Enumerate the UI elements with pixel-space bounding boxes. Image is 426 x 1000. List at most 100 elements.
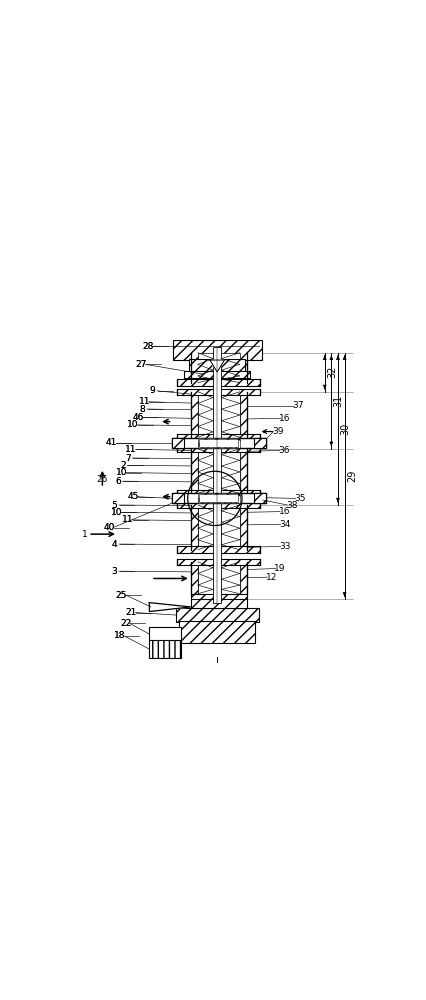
Text: 11: 11 <box>122 515 133 524</box>
Bar <box>198 505 239 550</box>
Text: 38: 38 <box>285 500 296 510</box>
Bar <box>177 490 259 497</box>
Text: 18: 18 <box>114 631 125 640</box>
Text: 11: 11 <box>138 397 150 406</box>
Text: 36: 36 <box>278 446 289 455</box>
Bar <box>189 359 245 372</box>
Text: 3: 3 <box>112 567 117 576</box>
Text: 22: 22 <box>120 619 131 628</box>
Text: 7: 7 <box>125 454 130 463</box>
Bar <box>177 379 259 386</box>
Text: 45: 45 <box>127 492 138 501</box>
Text: 2: 2 <box>120 461 125 470</box>
Bar <box>190 562 198 594</box>
Bar <box>177 546 259 553</box>
Text: 3: 3 <box>112 567 117 576</box>
Bar <box>239 449 246 493</box>
Text: 1: 1 <box>82 530 87 539</box>
Bar <box>177 389 259 395</box>
Bar <box>213 347 221 603</box>
Bar <box>239 562 246 594</box>
Text: 16: 16 <box>279 414 290 423</box>
Bar <box>149 627 180 641</box>
Bar <box>198 438 239 448</box>
Text: 41: 41 <box>105 438 117 447</box>
Text: 28: 28 <box>142 342 153 351</box>
Bar <box>239 353 246 383</box>
Bar <box>198 449 239 493</box>
Bar <box>176 608 258 622</box>
Text: 8: 8 <box>140 405 145 414</box>
Text: 37: 37 <box>292 401 303 410</box>
Text: 19: 19 <box>273 564 285 573</box>
Bar <box>198 562 239 594</box>
Text: 32: 32 <box>326 366 336 378</box>
Text: 30: 30 <box>340 423 349 435</box>
Text: 21: 21 <box>125 608 136 617</box>
Text: 10: 10 <box>110 508 122 517</box>
Text: 11: 11 <box>125 445 137 454</box>
Text: 12: 12 <box>265 573 277 582</box>
Bar <box>190 594 246 600</box>
Bar <box>171 493 184 503</box>
Bar <box>184 371 250 378</box>
Bar <box>177 559 259 565</box>
Bar <box>190 353 198 383</box>
Bar <box>199 439 238 447</box>
Bar <box>199 494 238 502</box>
Bar <box>253 438 265 448</box>
Text: 11: 11 <box>138 397 150 406</box>
Text: 6: 6 <box>115 477 121 486</box>
Text: 40: 40 <box>103 523 115 532</box>
Text: 10: 10 <box>127 420 138 429</box>
Text: 7: 7 <box>125 454 130 463</box>
Bar <box>190 599 246 608</box>
Text: 41: 41 <box>105 438 117 447</box>
Text: 5: 5 <box>112 500 117 510</box>
Bar <box>190 449 198 493</box>
Text: 33: 33 <box>279 542 290 551</box>
Text: 10: 10 <box>115 468 127 477</box>
Bar <box>149 640 180 658</box>
Text: 40: 40 <box>103 523 115 532</box>
Bar <box>179 621 255 643</box>
Text: 21: 21 <box>125 608 136 617</box>
Text: 26: 26 <box>96 475 108 484</box>
Bar <box>239 392 246 437</box>
Text: 39: 39 <box>271 427 283 436</box>
Text: 4: 4 <box>112 540 117 549</box>
Text: 25: 25 <box>115 591 127 600</box>
Bar <box>171 493 265 503</box>
Text: 27: 27 <box>135 360 147 369</box>
Bar <box>253 493 265 503</box>
Text: 11: 11 <box>122 515 133 524</box>
Bar <box>190 392 198 437</box>
Text: 18: 18 <box>114 631 125 640</box>
Bar <box>239 505 246 550</box>
Text: 25: 25 <box>115 591 127 600</box>
Text: 45: 45 <box>127 492 138 501</box>
Bar <box>198 353 239 383</box>
Text: 4: 4 <box>112 540 117 549</box>
Bar <box>198 392 239 437</box>
Text: 10: 10 <box>110 508 122 517</box>
Bar <box>198 493 239 503</box>
Text: 35: 35 <box>294 494 305 503</box>
Text: 10: 10 <box>115 468 127 477</box>
Bar <box>177 445 259 452</box>
Text: 10: 10 <box>127 420 138 429</box>
Text: 9: 9 <box>150 386 155 395</box>
Text: 11: 11 <box>125 445 137 454</box>
Polygon shape <box>210 360 224 372</box>
Text: 2: 2 <box>120 461 125 470</box>
Text: 46: 46 <box>132 413 143 422</box>
Bar <box>177 502 259 508</box>
Text: 31: 31 <box>333 395 343 407</box>
Text: 5: 5 <box>112 500 117 510</box>
Text: 46: 46 <box>132 413 143 422</box>
Bar <box>177 434 259 440</box>
Text: 6: 6 <box>115 477 121 486</box>
Text: 16: 16 <box>278 507 289 516</box>
Polygon shape <box>149 603 190 612</box>
Text: 29: 29 <box>346 470 356 482</box>
